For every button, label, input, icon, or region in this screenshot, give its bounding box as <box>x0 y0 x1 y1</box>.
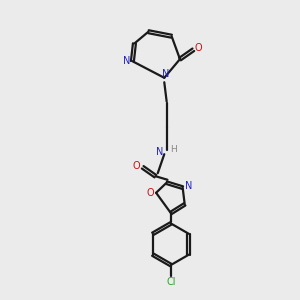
Text: N: N <box>162 69 169 79</box>
Text: Cl: Cl <box>166 277 176 287</box>
Text: N: N <box>185 181 192 191</box>
Text: H: H <box>170 145 177 154</box>
Text: N: N <box>156 147 164 157</box>
Text: N: N <box>123 56 131 66</box>
Text: O: O <box>133 161 141 171</box>
Text: O: O <box>195 43 202 53</box>
Text: O: O <box>146 188 154 198</box>
